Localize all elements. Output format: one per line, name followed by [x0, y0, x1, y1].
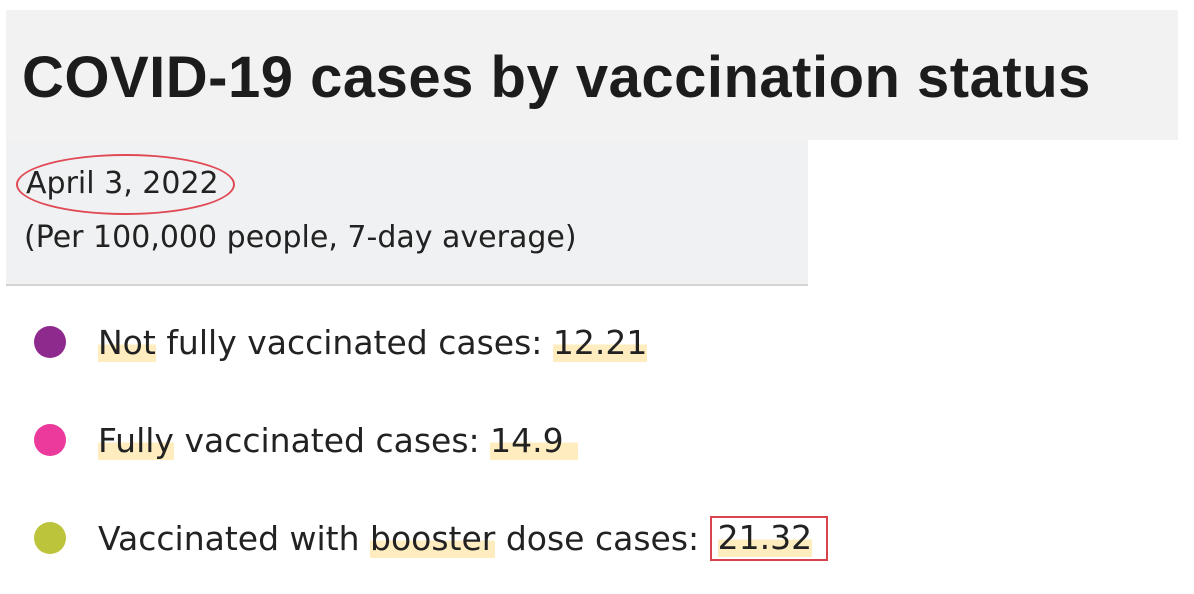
title-band: COVID-19 cases by vaccination status [6, 10, 1178, 140]
value: 21.32 [717, 517, 813, 557]
legend-item: Fully vaccinated cases: 14.9 [34, 415, 578, 465]
value-box: 21.32 [709, 515, 829, 561]
title: COVID-19 cases by vaccination status [22, 45, 1091, 110]
legend-item: Vaccinated with booster dose cases: 21.3… [34, 513, 829, 563]
highlight-text: Fully [98, 420, 174, 460]
highlight-text: booster [370, 518, 496, 558]
label-text: dose cases: [495, 518, 710, 558]
info-panel: April 3, 2022 (Per 100,000 people, 7-day… [6, 140, 808, 286]
value: 12.21 [552, 322, 648, 362]
dot [34, 424, 66, 456]
dot [34, 326, 66, 358]
subtitle: (Per 100,000 people, 7-day average) [24, 220, 577, 255]
legend-item: Not fully vaccinated cases: 12.21 [34, 317, 648, 367]
dot [34, 522, 66, 554]
date: April 3, 2022 [16, 154, 235, 215]
label-text: vaccinated cases: [173, 420, 491, 460]
highlight-text: Not [98, 322, 156, 362]
label-text: fully vaccinated cases: [155, 322, 553, 362]
value: 14.9 [490, 420, 578, 460]
label-text: Vaccinated with [98, 518, 371, 558]
